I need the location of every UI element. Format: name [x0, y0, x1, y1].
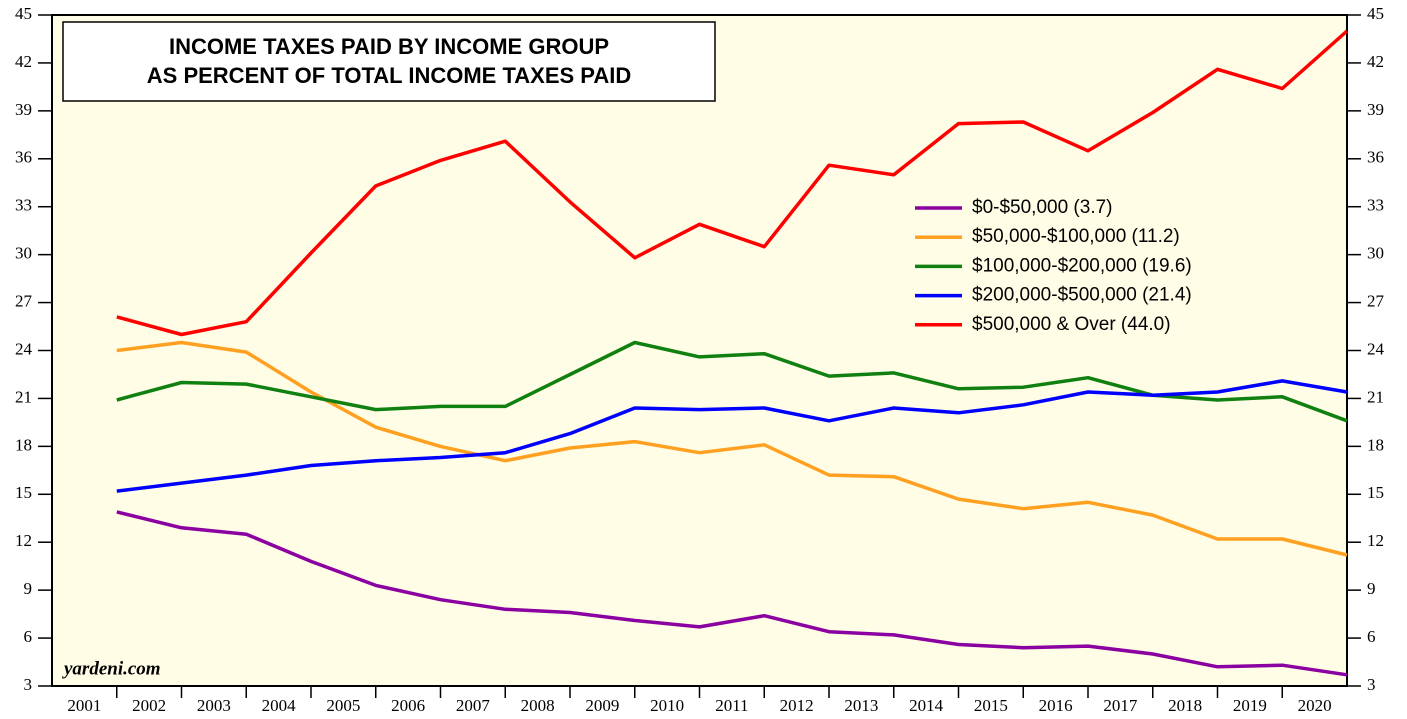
y-tick-label: 45 — [15, 4, 32, 23]
series-line — [116, 510, 1348, 677]
x-tick-label: 2002 — [132, 696, 166, 715]
x-tick-label: 2018 — [1168, 696, 1202, 715]
y2-tick-label: 3 — [1367, 675, 1376, 694]
x-tick-label: 2007 — [456, 696, 491, 715]
x-tick-label: 2019 — [1233, 696, 1267, 715]
y2-tick-label: 21 — [1367, 387, 1384, 406]
legend-label: $50,000-$100,000 (11.2) — [972, 226, 1180, 247]
chart-title: INCOME TAXES PAID BY INCOME GROUP — [169, 34, 609, 59]
legend-label: $200,000-$500,000 (21.4) — [972, 285, 1192, 306]
legend-label: $100,000-$200,000 (19.6) — [972, 255, 1192, 276]
y-tick-label: 12 — [15, 531, 32, 550]
y2-tick-label: 9 — [1367, 579, 1376, 598]
x-tick-label: 2016 — [1039, 696, 1073, 715]
y-tick-label: 33 — [15, 196, 32, 215]
legend-label: $500,000 & Over (44.0) — [972, 314, 1171, 335]
y2-tick-label: 24 — [1367, 339, 1385, 358]
series-line — [116, 340, 1348, 423]
y-tick-label: 21 — [15, 387, 32, 406]
y-tick-label: 18 — [15, 435, 32, 454]
y-tick-label: 15 — [15, 483, 32, 502]
y2-tick-label: 12 — [1367, 531, 1384, 550]
title-box — [62, 21, 716, 102]
y2-tick-label: 30 — [1367, 244, 1384, 263]
x-tick-label: 2017 — [1103, 696, 1138, 715]
y2-tick-label: 18 — [1367, 435, 1384, 454]
y-tick-label: 30 — [15, 244, 32, 263]
x-tick-label: 2015 — [974, 696, 1008, 715]
y2-tick-label: 39 — [1367, 100, 1384, 119]
y-tick-label: 9 — [24, 579, 33, 598]
y-tick-label: 27 — [15, 291, 33, 310]
x-tick-label: 2013 — [844, 696, 878, 715]
y2-tick-label: 6 — [1367, 627, 1376, 646]
x-tick-label: 2011 — [715, 696, 748, 715]
chart-title: AS PERCENT OF TOTAL INCOME TAXES PAID — [147, 63, 631, 88]
x-tick-label: 2012 — [780, 696, 814, 715]
y-tick-label: 36 — [15, 148, 32, 167]
y-tick-label: 24 — [15, 339, 33, 358]
series-line — [116, 29, 1349, 337]
y-tick-label: 6 — [24, 627, 33, 646]
x-tick-label: 2006 — [391, 696, 425, 715]
y2-tick-label: 27 — [1367, 291, 1385, 310]
x-tick-label: 2009 — [585, 696, 619, 715]
y2-tick-label: 36 — [1367, 148, 1384, 167]
y2-tick-label: 15 — [1367, 483, 1384, 502]
y2-tick-label: 33 — [1367, 196, 1384, 215]
source: yardeni.com — [62, 658, 161, 679]
x-tick-label: 2008 — [521, 696, 555, 715]
x-tick-label: 2005 — [326, 696, 360, 715]
x-tick-label: 2001 — [67, 696, 101, 715]
x-tick-label: 2020 — [1298, 696, 1332, 715]
x-tick-label: 2010 — [650, 696, 684, 715]
y2-tick-label: 42 — [1367, 52, 1384, 71]
x-tick-label: 2003 — [197, 696, 231, 715]
y-tick-label: 39 — [15, 100, 32, 119]
x-tick-label: 2014 — [909, 696, 944, 715]
legend-label: $0-$50,000 (3.7) — [972, 197, 1113, 218]
series-line — [116, 379, 1348, 493]
y-tick-label: 3 — [24, 675, 33, 694]
y2-tick-label: 45 — [1367, 4, 1384, 23]
y-tick-label: 42 — [15, 52, 32, 71]
x-tick-label: 2004 — [262, 696, 297, 715]
